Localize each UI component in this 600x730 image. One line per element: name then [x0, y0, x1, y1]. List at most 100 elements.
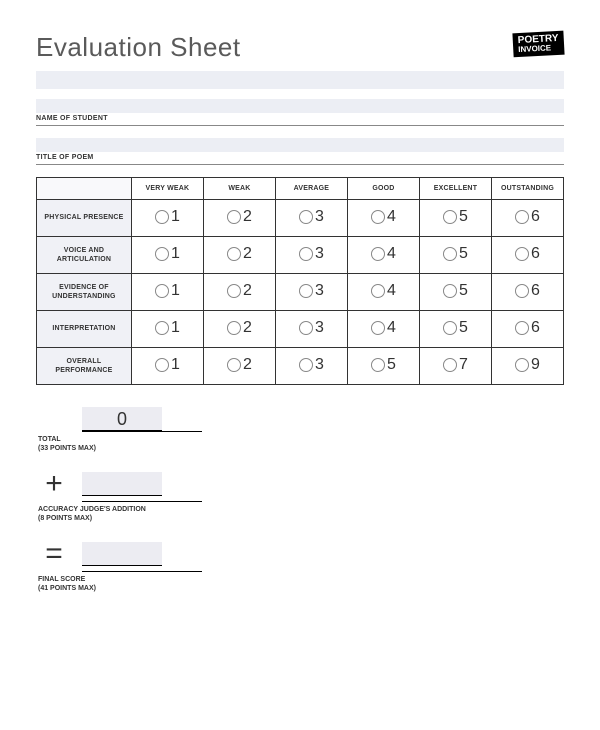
total-underline: [82, 431, 202, 432]
name-of-student-label: NAME OF STUDENT: [36, 113, 564, 126]
radio-icon[interactable]: [371, 210, 385, 224]
radio-icon[interactable]: [515, 247, 529, 261]
radio-value: 3: [315, 319, 324, 337]
rubric-cell[interactable]: 5: [419, 200, 491, 237]
rubric-cell[interactable]: 4: [347, 237, 419, 274]
rubric-cell[interactable]: 5: [347, 348, 419, 385]
poem-title-input-bar[interactable]: [36, 138, 564, 152]
rubric-cell[interactable]: 3: [275, 311, 347, 348]
radio-value: 5: [459, 319, 468, 337]
radio-icon[interactable]: [155, 321, 169, 335]
final-underline: [82, 571, 202, 572]
col-outstanding: OUTSTANDING: [491, 178, 563, 200]
radio-icon[interactable]: [155, 247, 169, 261]
name-input-bar[interactable]: [36, 99, 564, 113]
radio-icon[interactable]: [443, 321, 457, 335]
rubric-cell[interactable]: 3: [275, 200, 347, 237]
rubric-row-label: INTERPRETATION: [37, 311, 132, 348]
radio-icon[interactable]: [155, 284, 169, 298]
rubric-cell[interactable]: 4: [347, 274, 419, 311]
radio-icon[interactable]: [227, 247, 241, 261]
radio-value: 2: [243, 208, 252, 226]
rubric-cell[interactable]: 3: [275, 237, 347, 274]
rubric-cell[interactable]: 7: [419, 348, 491, 385]
rubric-cell[interactable]: 2: [203, 274, 275, 311]
radio-icon[interactable]: [371, 358, 385, 372]
radio-value: 4: [387, 319, 396, 337]
radio-icon[interactable]: [443, 210, 457, 224]
rubric-cell[interactable]: 5: [419, 311, 491, 348]
radio-value: 1: [171, 245, 180, 263]
total-value-box: 0: [82, 407, 162, 431]
radio-icon[interactable]: [155, 358, 169, 372]
rubric-row-label: OVERALL PERFORMANCE: [37, 348, 132, 385]
radio-icon[interactable]: [515, 210, 529, 224]
radio-icon[interactable]: [227, 284, 241, 298]
rubric-row-label: VOICE AND ARTICULATION: [37, 237, 132, 274]
rubric-row-label: PHYSICAL PRESENCE: [37, 200, 132, 237]
radio-icon[interactable]: [299, 358, 313, 372]
rubric-cell[interactable]: 3: [275, 274, 347, 311]
logo-line2: INVOICE: [518, 44, 559, 54]
rubric-cell[interactable]: 4: [347, 311, 419, 348]
radio-icon[interactable]: [443, 358, 457, 372]
rubric-cell[interactable]: 2: [203, 237, 275, 274]
col-good: GOOD: [347, 178, 419, 200]
radio-value: 7: [459, 356, 468, 374]
rubric-cell[interactable]: 5: [419, 274, 491, 311]
radio-icon[interactable]: [515, 358, 529, 372]
radio-icon[interactable]: [227, 210, 241, 224]
rubric-cell[interactable]: 1: [131, 348, 203, 385]
rubric-cell[interactable]: 1: [131, 237, 203, 274]
rubric-row: PHYSICAL PRESENCE1 2 3456: [37, 200, 564, 237]
rubric-cell[interactable]: 9: [491, 348, 563, 385]
rubric-header-row: VERY WEAK WEAK AVERAGE GOOD EXCELLENT OU…: [37, 178, 564, 200]
rubric-cell[interactable]: 4: [347, 200, 419, 237]
radio-icon[interactable]: [515, 284, 529, 298]
rubric-cell[interactable]: 2: [203, 348, 275, 385]
final-value-box: [82, 542, 162, 566]
rubric-cell[interactable]: 6: [491, 311, 563, 348]
rubric-cell[interactable]: 6: [491, 274, 563, 311]
radio-icon[interactable]: [443, 284, 457, 298]
logo-badge: POETRY INVOICE: [513, 31, 565, 58]
radio-value: 4: [387, 245, 396, 263]
rubric-cell[interactable]: 3: [275, 348, 347, 385]
radio-value: 2: [243, 356, 252, 374]
radio-icon[interactable]: [227, 358, 241, 372]
rubric-row-label: EVIDENCE OF UNDERSTANDING: [37, 274, 132, 311]
total-label: TOTAL: [38, 435, 564, 444]
equals-operator: =: [36, 537, 72, 571]
rubric-cell[interactable]: 1: [131, 274, 203, 311]
accuracy-value-box[interactable]: [82, 472, 162, 496]
rubric-cell[interactable]: 1: [131, 200, 203, 237]
final-label: FINAL SCORE: [38, 575, 564, 584]
radio-icon[interactable]: [155, 210, 169, 224]
radio-icon[interactable]: [371, 321, 385, 335]
radio-icon[interactable]: [299, 321, 313, 335]
radio-icon[interactable]: [371, 247, 385, 261]
radio-value: 2: [243, 245, 252, 263]
rubric-cell[interactable]: 5: [419, 237, 491, 274]
rubric-cell[interactable]: 2: [203, 200, 275, 237]
rubric-row: VOICE AND ARTICULATION 1 2 3 4 56: [37, 237, 564, 274]
page-title: Evaluation Sheet: [36, 32, 241, 63]
accuracy-sub-label: (8 POINTS MAX): [38, 514, 564, 523]
rubric-cell[interactable]: 2: [203, 311, 275, 348]
rubric-row: EVIDENCE OF UNDERSTANDING123456: [37, 274, 564, 311]
radio-icon[interactable]: [515, 321, 529, 335]
radio-icon[interactable]: [443, 247, 457, 261]
accuracy-underline: [82, 501, 202, 502]
rubric-cell[interactable]: 1: [131, 311, 203, 348]
radio-icon[interactable]: [227, 321, 241, 335]
radio-icon[interactable]: [299, 247, 313, 261]
radio-icon[interactable]: [299, 284, 313, 298]
radio-icon[interactable]: [299, 210, 313, 224]
radio-value: 1: [171, 319, 180, 337]
accuracy-label: ACCURACY JUDGE'S ADDITION: [38, 505, 564, 514]
radio-icon[interactable]: [371, 284, 385, 298]
rubric-cell[interactable]: 6: [491, 200, 563, 237]
rubric-table: VERY WEAK WEAK AVERAGE GOOD EXCELLENT OU…: [36, 177, 564, 385]
rubric-corner-cell: [37, 178, 132, 200]
rubric-cell[interactable]: 6: [491, 237, 563, 274]
